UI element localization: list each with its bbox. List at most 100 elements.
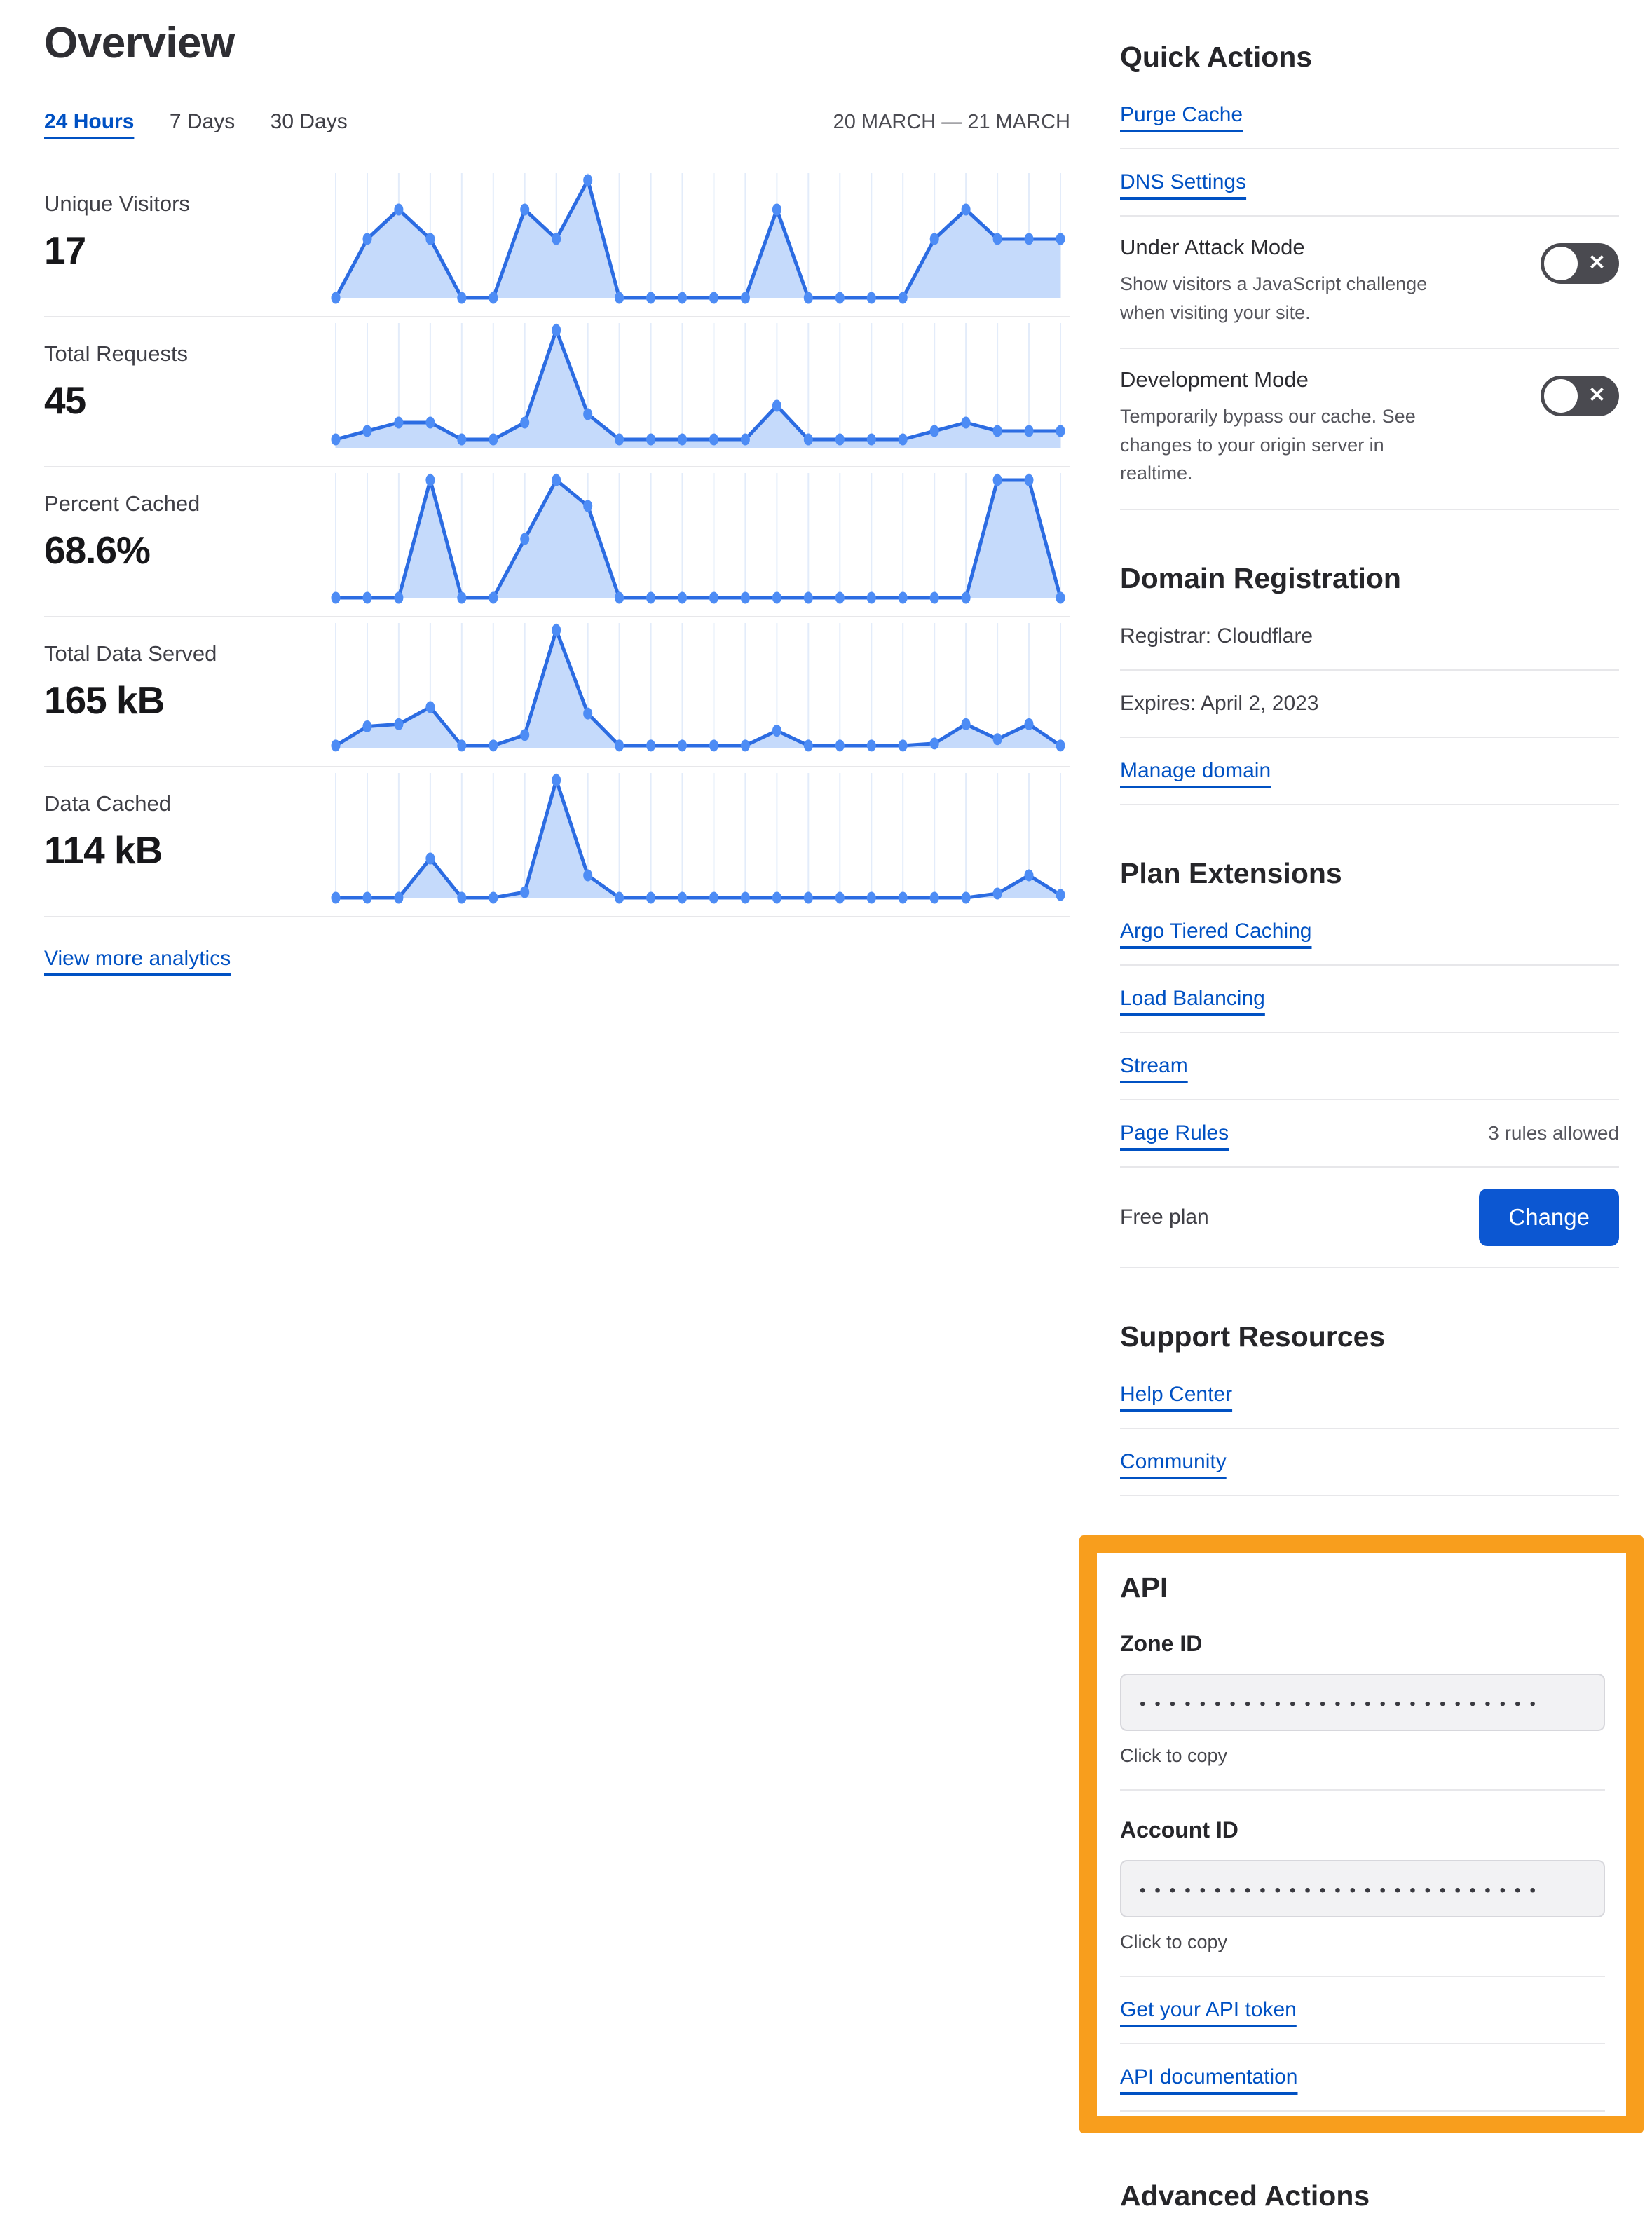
toggle-off-x-icon: ✕	[1588, 251, 1606, 275]
metric-value: 45	[44, 378, 86, 422]
metric-value: 68.6%	[44, 528, 151, 572]
plan-extensions-section: Plan Extensions Argo Tiered Caching Load…	[1120, 857, 1619, 1268]
tab-30-days[interactable]: 30 Days	[270, 110, 348, 133]
page-rules-link[interactable]: Page Rules	[1120, 1121, 1229, 1144]
development-mode-title: Development Mode	[1120, 367, 1309, 392]
dns-settings-link[interactable]: DNS Settings	[1120, 170, 1247, 193]
page-rules-row: Page Rules 3 rules allowed	[1120, 1100, 1619, 1168]
dns-settings-row: DNS Settings	[1120, 149, 1619, 217]
analytics-main-column: Overview 24 Hours 7 Days 30 Days 20 MARC…	[44, 0, 1070, 971]
toggle-knob	[1544, 379, 1578, 413]
help-center-row: Help Center	[1120, 1362, 1619, 1429]
metric-info: Percent Cached 68.6%	[44, 467, 319, 616]
load-balancing-link[interactable]: Load Balancing	[1120, 986, 1265, 1010]
load-balancing-row: Load Balancing	[1120, 966, 1619, 1033]
plan-row: Free plan Change	[1120, 1168, 1619, 1268]
stream-row: Stream	[1120, 1033, 1619, 1100]
zone-id-label: Zone ID	[1120, 1630, 1203, 1656]
manage-domain-row: Manage domain	[1120, 738, 1619, 805]
argo-tiered-caching-row: Argo Tiered Caching	[1120, 898, 1619, 966]
purge-cache-row: Purge Cache	[1120, 82, 1619, 149]
api-documentation-row: API documentation	[1120, 2044, 1605, 2112]
sparkline-chart-total-data-served	[319, 617, 1070, 766]
metric-value: 17	[44, 228, 86, 272]
current-plan-label: Free plan	[1120, 1205, 1209, 1229]
registrar-value: Registrar: Cloudflare	[1120, 624, 1313, 648]
account-id-copy-hint: Click to copy	[1120, 1917, 1605, 1977]
api-section-title: API	[1120, 1571, 1168, 1603]
metric-info: Unique Visitors 17	[44, 167, 319, 316]
under-attack-mode-description: Show visitors a JavaScript challenge whe…	[1120, 273, 1428, 323]
community-link[interactable]: Community	[1120, 1449, 1227, 1473]
development-mode-text: Development Mode Temporarily bypass our …	[1120, 367, 1449, 488]
metric-row-unique-visitors: Unique Visitors 17	[44, 167, 1070, 317]
metric-row-percent-cached: Percent Cached 68.6%	[44, 467, 1070, 617]
domain-registration-section: Domain Registration Registrar: Cloudflar…	[1120, 562, 1619, 805]
advanced-actions-title: Advanced Actions	[1120, 2179, 1370, 2212]
argo-tiered-caching-link[interactable]: Argo Tiered Caching	[1120, 919, 1312, 943]
metric-label: Data Cached	[44, 791, 171, 816]
sparkline-chart-data-cached	[319, 767, 1070, 916]
development-mode-description: Temporarily bypass our cache. See change…	[1120, 406, 1416, 484]
development-mode-toggle[interactable]: ✕	[1541, 376, 1619, 416]
toggle-off-x-icon: ✕	[1588, 383, 1606, 407]
sparkline-chart-total-requests	[319, 317, 1070, 466]
metrics-list: Unique Visitors 17 Total Requests 45 Per…	[44, 167, 1070, 917]
change-plan-button[interactable]: Change	[1479, 1188, 1619, 1246]
under-attack-mode-toggle[interactable]: ✕	[1541, 243, 1619, 284]
stream-link[interactable]: Stream	[1120, 1053, 1188, 1077]
under-attack-mode-title: Under Attack Mode	[1120, 235, 1305, 259]
api-documentation-link[interactable]: API documentation	[1120, 2065, 1298, 2088]
metric-info: Total Data Served 165 kB	[44, 617, 319, 766]
metric-row-data-cached: Data Cached 114 kB	[44, 767, 1070, 917]
expires-row: Expires: April 2, 2023	[1120, 671, 1619, 738]
support-resources-section: Support Resources Help Center Community	[1120, 1320, 1619, 1496]
metric-label: Unique Visitors	[44, 191, 190, 216]
get-api-token-link[interactable]: Get your API token	[1120, 1997, 1297, 2021]
metric-label: Percent Cached	[44, 491, 200, 516]
view-more-analytics-link[interactable]: View more analytics	[44, 947, 231, 970]
metric-value: 165 kB	[44, 678, 165, 722]
zone-id-input[interactable]: •••••••••••••••••••••••••••	[1120, 1673, 1605, 1731]
help-center-link[interactable]: Help Center	[1120, 1382, 1233, 1406]
expires-value: Expires: April 2, 2023	[1120, 691, 1319, 715]
domain-registration-title: Domain Registration	[1120, 561, 1401, 594]
tab-7-days[interactable]: 7 Days	[169, 110, 235, 133]
pause-cloudflare-row: Pause Cloudflare on Site	[1120, 2221, 1619, 2223]
zone-id-masked-value: •••••••••••••••••••••••••••	[1140, 1694, 1545, 1714]
quick-actions-section: Quick Actions Purge Cache DNS Settings U…	[1120, 41, 1619, 510]
plan-extensions-title: Plan Extensions	[1120, 856, 1342, 889]
sparkline-chart-unique-visitors	[319, 167, 1070, 316]
manage-domain-link[interactable]: Manage domain	[1120, 758, 1271, 782]
toggle-knob	[1544, 247, 1578, 280]
account-id-masked-value: •••••••••••••••••••••••••••	[1140, 1880, 1545, 1900]
metric-label: Total Requests	[44, 341, 189, 366]
time-range-tabs: 24 Hours 7 Days 30 Days	[44, 110, 380, 134]
metric-info: Data Cached 114 kB	[44, 767, 319, 916]
sidebar: Quick Actions Purge Cache DNS Settings U…	[1079, 41, 1644, 2223]
purge-cache-link[interactable]: Purge Cache	[1120, 103, 1243, 126]
account-id-input[interactable]: •••••••••••••••••••••••••••	[1120, 1859, 1605, 1917]
api-section-highlight-box: API Zone ID ••••••••••••••••••••••••••• …	[1079, 1535, 1644, 2133]
page-rules-allowance-note: 3 rules allowed	[1488, 1121, 1619, 1144]
sparkline-chart-percent-cached	[319, 467, 1070, 616]
metric-label: Total Data Served	[44, 641, 217, 666]
registrar-row: Registrar: Cloudflare	[1120, 603, 1619, 671]
get-api-token-row: Get your API token	[1120, 1977, 1605, 2044]
development-mode-row: Development Mode Temporarily bypass our …	[1120, 349, 1619, 510]
date-range-label: 20 MARCH — 21 MARCH	[833, 111, 1070, 133]
account-id-label: Account ID	[1120, 1817, 1238, 1842]
under-attack-mode-text: Under Attack Mode Show visitors a JavaSc…	[1120, 235, 1449, 327]
community-row: Community	[1120, 1429, 1619, 1496]
zone-id-copy-hint: Click to copy	[1120, 1731, 1605, 1791]
advanced-actions-section: Advanced Actions Pause Cloudflare on Sit…	[1120, 2180, 1619, 2223]
metric-row-total-data-served: Total Data Served 165 kB	[44, 617, 1070, 767]
time-range-bar: 24 Hours 7 Days 30 Days 20 MARCH — 21 MA…	[44, 110, 1070, 134]
metric-value: 114 kB	[44, 828, 163, 872]
page-title: Overview	[44, 19, 235, 67]
support-resources-title: Support Resources	[1120, 1320, 1386, 1353]
tab-24-hours[interactable]: 24 Hours	[44, 110, 135, 133]
metric-info: Total Requests 45	[44, 317, 319, 466]
metric-row-total-requests: Total Requests 45	[44, 317, 1070, 467]
under-attack-mode-row: Under Attack Mode Show visitors a JavaSc…	[1120, 217, 1619, 349]
